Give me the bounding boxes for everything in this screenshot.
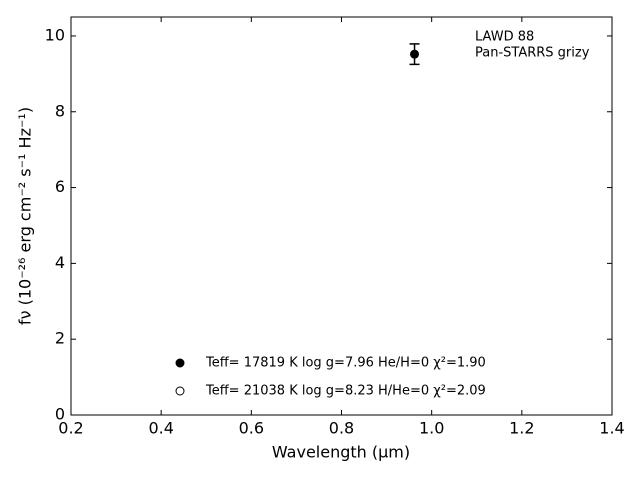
x-tick-label: 1.2 (509, 419, 534, 438)
x-tick-label: 0.6 (239, 419, 264, 438)
annotation: LAWD 88 (475, 30, 534, 45)
y-tick-label: 8 (55, 101, 65, 120)
data-point (410, 49, 420, 59)
x-tick-label: 1.0 (419, 419, 444, 438)
x-tick-label: 1.4 (599, 419, 624, 438)
y-tick-label: 6 (55, 177, 65, 196)
y-tick-label: 4 (55, 253, 65, 272)
y-tick-label: 2 (55, 329, 65, 348)
y-tick-label: 10 (45, 25, 65, 44)
y-tick-label: 0 (55, 405, 65, 424)
annotation: Pan-STARRS grizy (475, 46, 590, 61)
x-tick-label: 0.8 (329, 419, 354, 438)
y-axis-label: fν (10⁻²⁶ erg cm⁻² s⁻¹ Hz⁻¹) (16, 107, 35, 325)
legend-label: Teff= 17819 K log g=7.96 He/H=0 χ²=1.90 (205, 356, 486, 371)
x-tick-label: 0.2 (58, 419, 83, 438)
legend-label: Teff= 21038 K log g=8.23 H/He=0 χ²=2.09 (205, 384, 486, 399)
legend-marker (175, 358, 185, 368)
x-tick-label: 0.4 (148, 419, 173, 438)
legend-marker (175, 386, 185, 396)
x-axis-label: Wavelength (μm) (272, 443, 410, 462)
